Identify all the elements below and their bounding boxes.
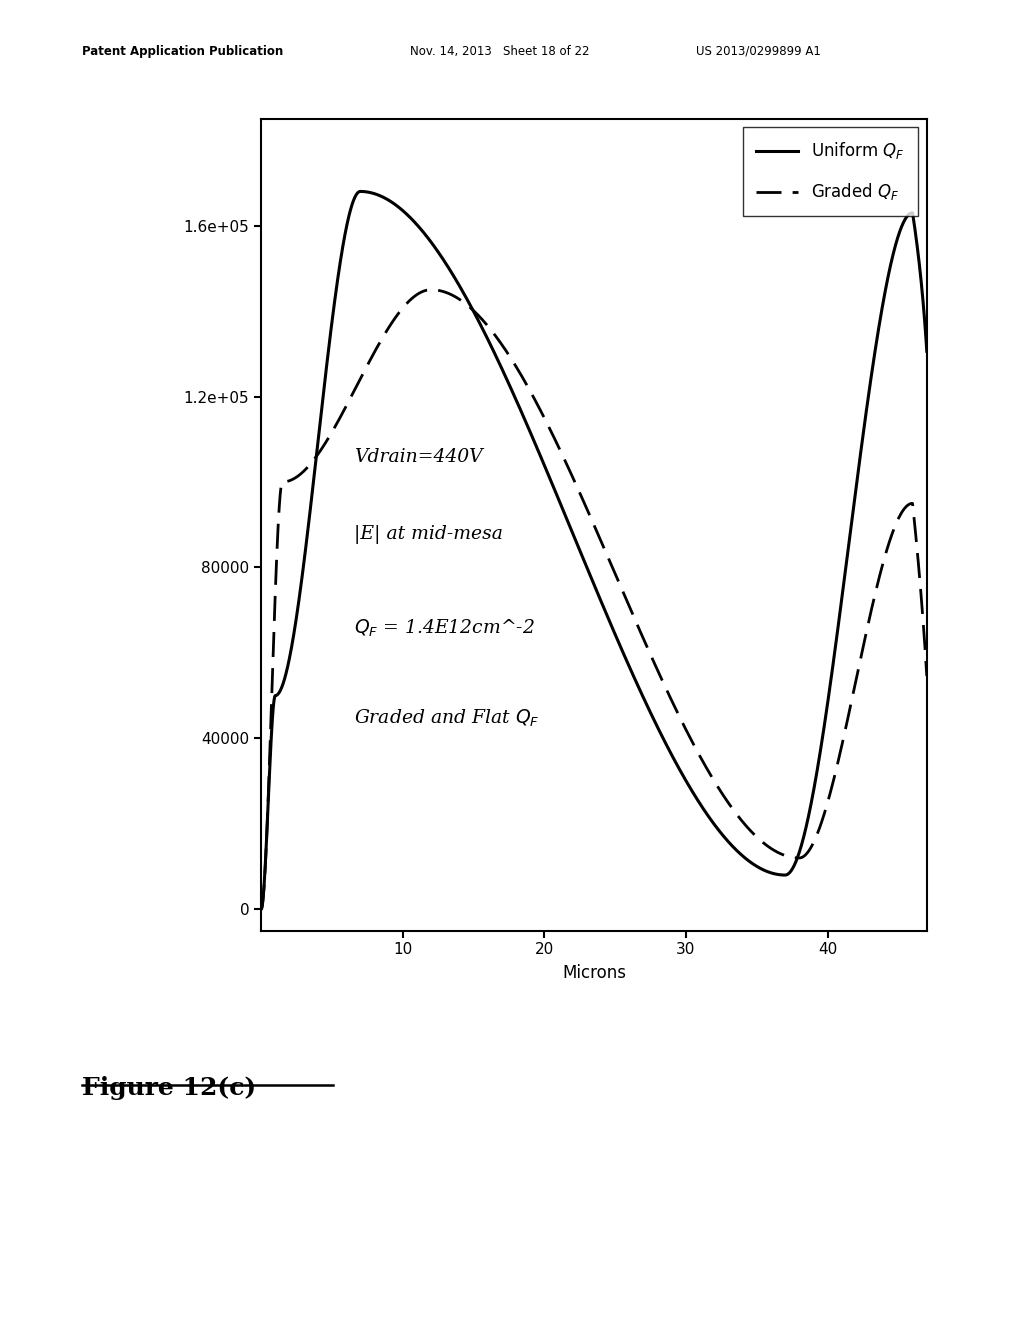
Text: $Q_F$ = 1.4E12cm^-2: $Q_F$ = 1.4E12cm^-2 <box>354 618 536 639</box>
Text: US 2013/0299899 A1: US 2013/0299899 A1 <box>696 45 821 58</box>
X-axis label: Microns: Microns <box>562 965 626 982</box>
Text: Vdrain=440V: Vdrain=440V <box>354 447 483 466</box>
Text: Graded and Flat $Q_F$: Graded and Flat $Q_F$ <box>354 708 540 729</box>
Text: Figure 12(c): Figure 12(c) <box>82 1076 256 1100</box>
Text: Nov. 14, 2013   Sheet 18 of 22: Nov. 14, 2013 Sheet 18 of 22 <box>410 45 589 58</box>
Legend: Uniform $Q_F$, Graded $Q_F$: Uniform $Q_F$, Graded $Q_F$ <box>743 127 919 215</box>
Text: |E| at mid-mesa: |E| at mid-mesa <box>354 525 503 544</box>
Text: Patent Application Publication: Patent Application Publication <box>82 45 284 58</box>
